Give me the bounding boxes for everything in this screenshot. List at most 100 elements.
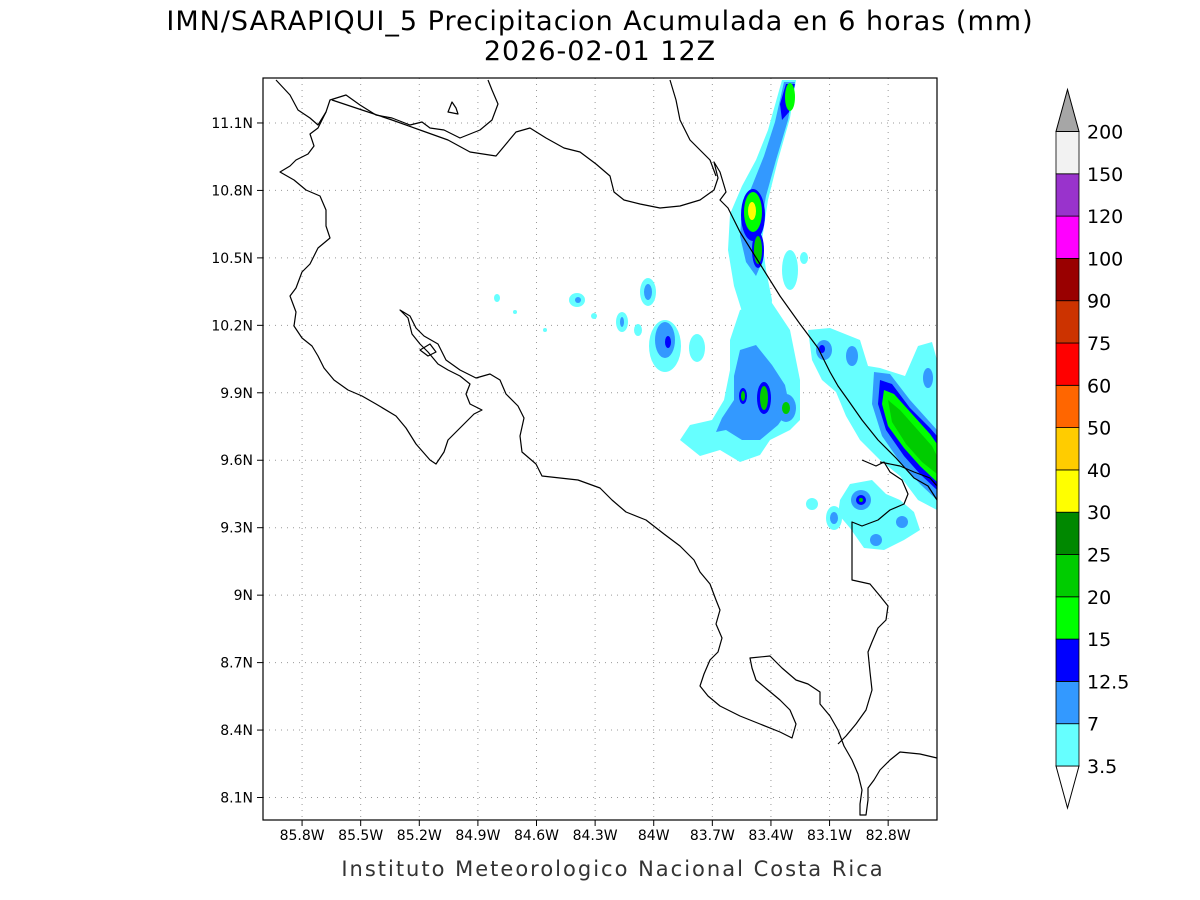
precip-cell-moderate <box>859 498 863 502</box>
nicaragua-coastline <box>275 79 499 139</box>
legend-level-label: 40 <box>1087 460 1111 482</box>
lat-tick-label: 11.1N <box>211 116 253 132</box>
precip-cell-moderate <box>741 391 745 401</box>
precip-cell-medium <box>644 284 652 300</box>
precip-cell-moderate <box>782 402 790 414</box>
lon-tick-label: 83.7W <box>690 828 735 844</box>
legend-color-band <box>1055 131 1080 175</box>
lon-tick-label: 84.3W <box>573 828 618 844</box>
lat-tick-label: 8.7N <box>220 656 253 672</box>
coastline-outline <box>275 79 938 816</box>
legend-color-band <box>1055 723 1080 767</box>
legend-color-band <box>1055 554 1080 598</box>
precip-cell-medium <box>655 322 675 358</box>
precip-cell-light <box>513 310 517 314</box>
costa-rica-panama-border <box>837 459 909 745</box>
precip-cell-light <box>591 313 597 319</box>
precip-cell-light <box>800 252 808 264</box>
precip-cell-moderate <box>760 386 768 410</box>
precip-cell-medium <box>896 516 908 528</box>
legend-level-label: 50 <box>1087 418 1111 440</box>
lon-tick-label: 84W <box>638 828 670 844</box>
legend-level-label: 200 <box>1087 122 1123 144</box>
precip-cell-medium <box>830 512 838 524</box>
legend-color-band <box>1055 257 1080 302</box>
map-grid <box>263 78 937 820</box>
legend-color-band <box>1055 342 1080 386</box>
precip-cell-light <box>806 498 818 510</box>
axis-ticks: 85.8W 85.5W 85.2W 84.9W 84.6W 84.3W 84W 83.7W 83… <box>211 116 910 844</box>
lon-tick-label: 85.8W <box>280 828 325 844</box>
legend-upper-triangle <box>1055 87 1080 132</box>
lat-tick-label: 9.6N <box>220 453 253 469</box>
lon-tick-label: 83.4W <box>748 828 793 844</box>
institution-credit: Instituto Meteorologico Nacional Costa R… <box>341 857 884 881</box>
lat-tick-label: 9.9N <box>220 386 253 402</box>
precipitation-field <box>494 80 937 550</box>
lon-tick-label: 85.5W <box>338 828 383 844</box>
legend-level-label: 30 <box>1087 502 1111 524</box>
legend-color-band <box>1055 596 1080 640</box>
legend-level-label: 75 <box>1087 333 1111 355</box>
legend-level-label: 12.5 <box>1087 671 1129 693</box>
precip-cell-moderate <box>888 400 937 474</box>
legend-level-label: 25 <box>1087 545 1111 567</box>
map-plot-area <box>263 78 937 820</box>
lon-tick-label: 84.6W <box>514 828 559 844</box>
precip-cell-medium <box>620 317 624 327</box>
legend-color-band <box>1055 638 1080 682</box>
map-subtitle-datetime: 2026-02-01 12Z <box>484 36 716 67</box>
precipitation-legend: 3.5 7 12.5 15 20 25 30 40 50 60 75 90 100 120 150 200 <box>1055 87 1129 810</box>
legend-level-label: 7 <box>1087 714 1099 736</box>
legend-color-band <box>1055 427 1080 471</box>
legend-level-label: 120 <box>1087 206 1123 228</box>
legend-color-band <box>1055 215 1080 259</box>
precip-cell-moderate <box>785 83 795 111</box>
precip-cell-light <box>634 324 642 336</box>
lat-tick-label: 9.3N <box>220 521 253 537</box>
precip-cell-medium <box>923 368 933 388</box>
precip-cell-medium <box>870 534 882 546</box>
legend-level-label: 15 <box>1087 629 1111 651</box>
legend-color-band <box>1055 300 1080 344</box>
lon-tick-label: 84.9W <box>455 828 500 844</box>
legend-level-label: 20 <box>1087 587 1111 609</box>
lon-tick-label: 82.8W <box>866 828 911 844</box>
panama-caribbean-coast <box>879 461 938 487</box>
map-frame <box>262 77 938 821</box>
legend-level-label: 90 <box>1087 291 1111 313</box>
legend-color-band <box>1055 173 1080 217</box>
precip-cell-strong <box>665 336 671 348</box>
legend-level-label: 60 <box>1087 375 1111 397</box>
lake-island-outline <box>447 101 459 115</box>
precip-cell-light <box>782 250 798 290</box>
lon-tick-label: 85.2W <box>397 828 442 844</box>
nicaragua-costa-rica-border <box>331 99 938 501</box>
legend-level-label: 3.5 <box>1087 756 1117 778</box>
lat-tick-label: 9N <box>234 588 253 604</box>
lat-tick-label: 10.2N <box>211 318 253 334</box>
precip-cell-light <box>543 328 547 332</box>
lat-tick-label: 10.8N <box>211 183 253 199</box>
lon-tick-label: 83.1W <box>807 828 852 844</box>
precip-cell-light <box>689 334 705 362</box>
lat-tick-label: 10.5N <box>211 251 253 267</box>
gulf-island-outline <box>419 343 437 357</box>
map-title: IMN/SARAPIQUI_5 Precipitacion Acumulada … <box>166 6 1033 37</box>
legend-color-band <box>1055 384 1080 428</box>
precip-cell-medium <box>716 345 790 440</box>
legend-color-band <box>1055 511 1080 555</box>
legend-lower-triangle <box>1055 765 1080 810</box>
legend-level-label: 150 <box>1087 164 1123 186</box>
precip-cell-light <box>494 294 500 302</box>
precip-cell-medium <box>575 297 581 303</box>
legend-level-label: 100 <box>1087 248 1123 270</box>
lat-tick-label: 8.1N <box>220 791 253 807</box>
legend-color-band <box>1055 469 1080 513</box>
nicaragua-caribbean-coast <box>669 79 717 177</box>
lat-tick-label: 8.4N <box>220 723 253 739</box>
legend-color-band <box>1055 681 1080 725</box>
costa-rica-pacific-coast <box>279 111 938 816</box>
precip-cell-strong <box>819 345 825 353</box>
